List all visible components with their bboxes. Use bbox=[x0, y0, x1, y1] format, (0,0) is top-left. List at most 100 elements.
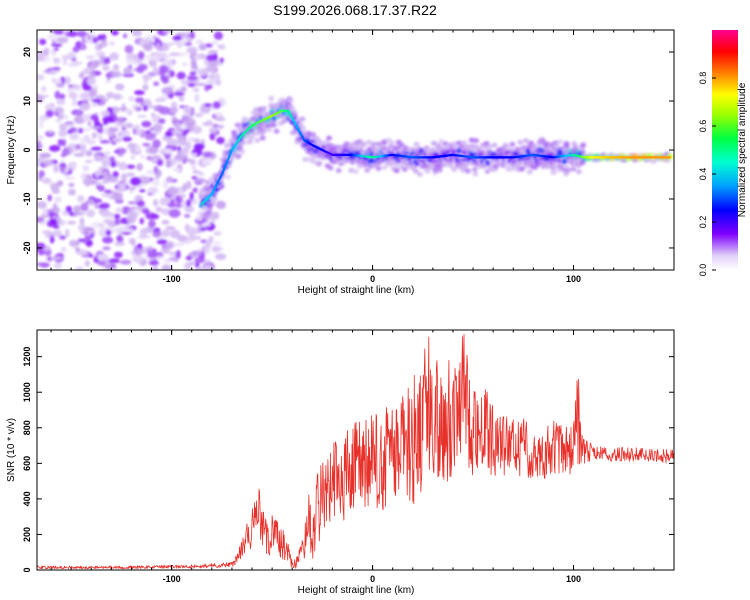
heatmap-cell bbox=[116, 235, 123, 240]
heatmap-cell bbox=[269, 104, 276, 110]
heatmap-cell bbox=[58, 115, 64, 120]
heatmap-cell bbox=[67, 220, 77, 225]
heatmap-cell bbox=[161, 75, 170, 84]
heatmap-cell bbox=[146, 155, 153, 161]
heatmap-cell bbox=[126, 109, 133, 116]
heatmap-cell bbox=[150, 112, 156, 117]
heatmap-cell bbox=[75, 267, 81, 270]
heatmap-cell bbox=[208, 50, 218, 54]
heatmap-cell bbox=[212, 246, 224, 252]
heatmap-cell bbox=[179, 124, 188, 131]
heatmap-cell bbox=[203, 212, 210, 218]
heatmap-cell bbox=[472, 171, 479, 177]
heatmap-cell bbox=[144, 130, 151, 135]
heatmap-cell bbox=[128, 237, 135, 245]
heatmap-cell bbox=[165, 160, 172, 168]
heatmap-cell bbox=[401, 166, 408, 172]
heatmap-cell bbox=[162, 59, 175, 64]
heatmap-cell bbox=[169, 52, 181, 57]
heatmap-cell bbox=[53, 163, 59, 173]
heatmap-cell bbox=[77, 194, 85, 203]
heatmap-cell bbox=[89, 198, 95, 206]
heatmap-cell bbox=[563, 141, 570, 147]
spectrogram-y-label: Frequency (Hz) bbox=[6, 116, 17, 185]
heatmap-cell bbox=[210, 198, 217, 204]
heatmap-cell bbox=[100, 110, 111, 118]
heatmap-cell bbox=[268, 95, 275, 101]
heatmap-cell bbox=[144, 132, 156, 141]
heatmap-cell bbox=[69, 133, 80, 141]
x-tick-label: -100 bbox=[163, 274, 181, 284]
heatmap-cell bbox=[152, 66, 159, 75]
heatmap-cell bbox=[526, 169, 533, 175]
heatmap-cell bbox=[41, 177, 52, 184]
heatmap-cell bbox=[142, 84, 149, 91]
heatmap-cell bbox=[152, 139, 161, 149]
heatmap-cell bbox=[47, 194, 52, 202]
heatmap-cell bbox=[187, 137, 195, 142]
heatmap-cell bbox=[101, 178, 110, 184]
heatmap-cell bbox=[210, 40, 219, 46]
heatmap-cell bbox=[217, 44, 226, 50]
heatmap-cell bbox=[92, 37, 99, 44]
heatmap-cell bbox=[198, 191, 205, 197]
heatmap-cell bbox=[85, 150, 93, 157]
y-tick-label: -10 bbox=[22, 192, 32, 205]
heatmap-cell bbox=[84, 159, 93, 164]
heatmap-cell bbox=[472, 138, 479, 144]
heatmap-cell bbox=[118, 182, 127, 191]
heatmap-cell bbox=[155, 42, 161, 51]
heatmap-cell bbox=[469, 147, 476, 153]
heatmap-cell bbox=[91, 132, 98, 139]
snr-frame bbox=[36, 329, 675, 571]
heatmap-cell bbox=[37, 216, 45, 223]
heatmap-cell bbox=[175, 203, 182, 209]
heatmap-cell bbox=[102, 115, 115, 124]
y-tick-label: 1200 bbox=[22, 347, 32, 367]
heatmap-cell bbox=[58, 93, 66, 100]
heatmap-cell bbox=[80, 172, 87, 181]
heatmap-cell bbox=[139, 155, 145, 159]
heatmap-cell bbox=[102, 246, 111, 251]
heatmap-cell bbox=[129, 209, 134, 215]
heatmap-cell bbox=[59, 165, 66, 173]
heatmap-cell bbox=[166, 186, 179, 196]
heatmap-cell bbox=[152, 180, 160, 186]
heatmap-cell bbox=[51, 66, 61, 71]
heatmap-cell bbox=[75, 143, 82, 150]
heatmap-cell bbox=[509, 141, 516, 147]
heatmap-cell bbox=[73, 110, 84, 116]
heatmap-cell bbox=[65, 205, 73, 213]
heatmap-cell bbox=[172, 167, 182, 172]
heatmap-cell bbox=[389, 140, 396, 146]
heatmap-cell bbox=[196, 249, 202, 256]
colorbar-tick-label: 0.8 bbox=[698, 72, 708, 85]
heatmap-cell bbox=[39, 38, 47, 46]
heatmap-cell bbox=[145, 169, 157, 175]
heatmap-cell bbox=[63, 114, 69, 120]
heatmap-cell bbox=[518, 166, 525, 172]
heatmap-cell bbox=[134, 247, 143, 256]
heatmap-cell bbox=[92, 98, 102, 104]
heatmap-cell bbox=[152, 123, 163, 132]
y-tick-label: 200 bbox=[22, 527, 32, 542]
heatmap-cell bbox=[113, 213, 121, 220]
heatmap-cell bbox=[158, 65, 169, 73]
heatmap-cell bbox=[37, 134, 45, 140]
heatmap-cell bbox=[167, 202, 177, 208]
heatmap-cell bbox=[143, 105, 148, 112]
heatmap-cell bbox=[185, 199, 192, 208]
heatmap-cell bbox=[184, 42, 193, 46]
heatmap-cell bbox=[162, 180, 169, 189]
heatmap-cell bbox=[190, 59, 197, 67]
heatmap-cell bbox=[61, 54, 70, 61]
heatmap-cell bbox=[570, 166, 577, 172]
heatmap-cell bbox=[68, 51, 76, 59]
heatmap-cell bbox=[136, 65, 145, 74]
heatmap-cell bbox=[109, 156, 116, 163]
heatmap-cell bbox=[137, 51, 145, 60]
heatmap-cell bbox=[105, 229, 112, 236]
heatmap-cell bbox=[210, 217, 216, 224]
heatmap-cell bbox=[322, 139, 329, 145]
heatmap-cell bbox=[94, 42, 101, 52]
